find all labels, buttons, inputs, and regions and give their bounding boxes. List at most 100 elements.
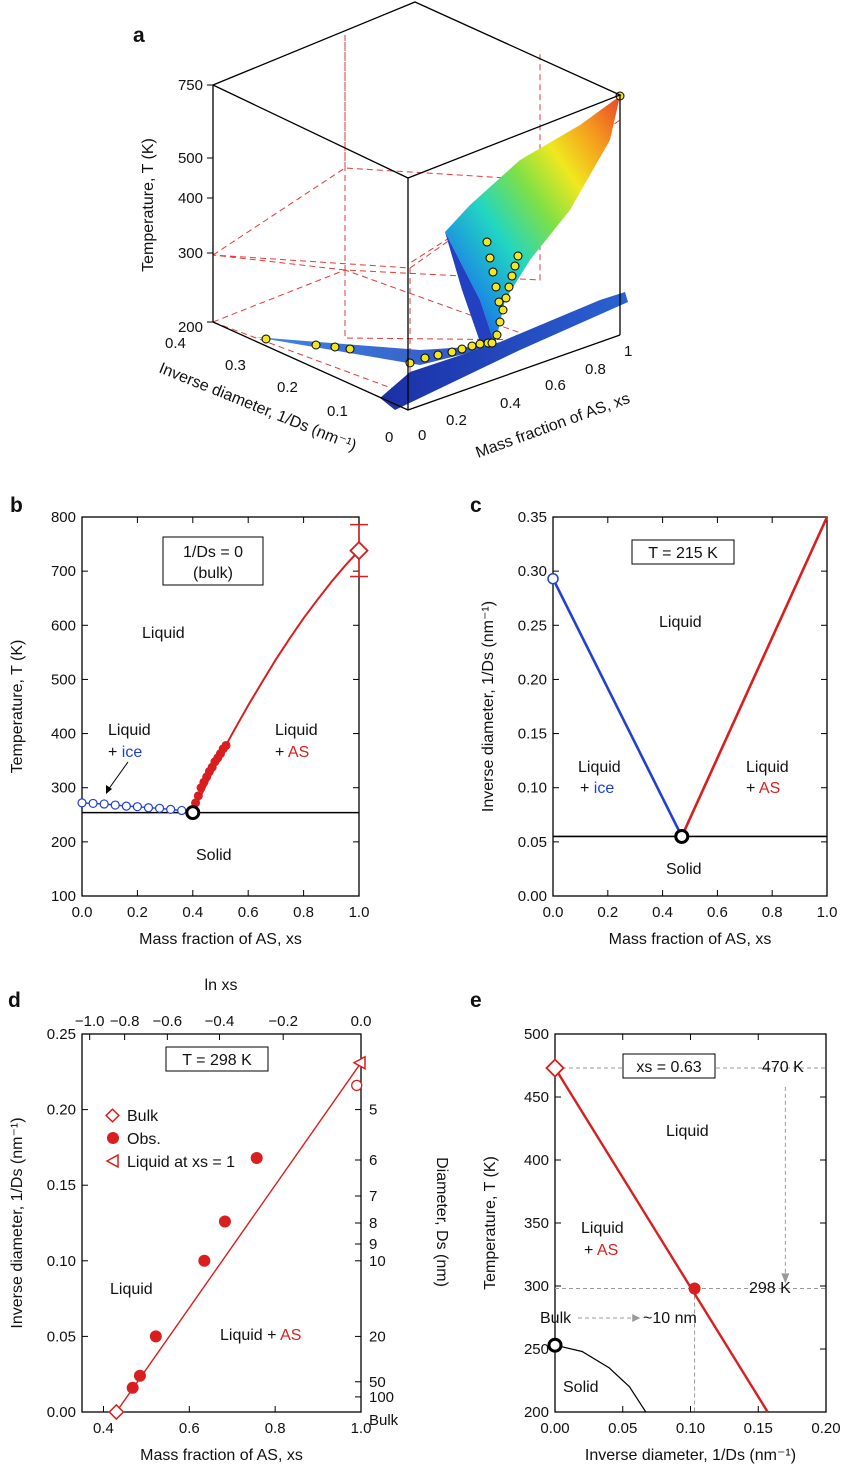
- legend-bulk-marker: [105, 1108, 120, 1123]
- region-liquid-as-d: Liquid + AS: [220, 1327, 301, 1344]
- e-xtick-label: 0.15: [744, 1420, 773, 1437]
- region-liquid-ice-b: Liquid: [108, 722, 151, 739]
- obs-point-d: [149, 1330, 162, 1343]
- open-circle-d: [351, 1079, 363, 1092]
- liquid-point-d: [352, 1055, 366, 1070]
- d-toptick-label: −0.8: [110, 1013, 140, 1030]
- region-liquid-as-b: Liquid: [275, 722, 318, 739]
- region-liquid-b: Liquid: [142, 625, 185, 642]
- region-liquid-as-c: Liquid: [746, 759, 789, 776]
- as-surface-shadow: [445, 232, 495, 345]
- panel-a: a: [133, 1, 632, 462]
- d-righttick-label: 8: [369, 1215, 377, 1232]
- c-ytick-label: 0.25: [518, 617, 547, 634]
- axes-c: 0.0 0.2 0.4 0.6 0.8 1.0 0.00 0.05 0.10 0.15 0.20 0.…: [480, 509, 837, 948]
- surface-point: [494, 297, 504, 307]
- legend-obs-marker: [107, 1132, 119, 1144]
- d-ytick-label: 0.25: [47, 1026, 76, 1043]
- region-liquid-c: Liquid: [659, 614, 702, 631]
- e-ytick-label: 300: [524, 1278, 549, 1295]
- d-righttick-label: 7: [369, 1188, 377, 1205]
- e-ylabel: Temperature, T (K): [482, 1156, 499, 1290]
- obs-point-d: [126, 1381, 139, 1394]
- bulk-diamond-b: [349, 540, 369, 561]
- panel-d: d 0.4 0.6 0.8 1.00.000.050.100.150.200.25−1…: [8, 977, 450, 1464]
- b-ytick-label: 800: [51, 509, 76, 526]
- d-xtick-label: 0.4: [93, 1420, 114, 1437]
- region-liquid-d: Liquid: [110, 1281, 153, 1298]
- obs-point-d: [218, 1215, 231, 1228]
- eutectic-point-c: [674, 828, 690, 844]
- b-ylabel: Temperature, T (K): [9, 640, 26, 774]
- legend-liquid: Liquid at xs = 1: [127, 1154, 235, 1171]
- surface-point: [513, 251, 523, 261]
- e-xlabel: Inverse diameter, 1/Ds (nm⁻¹): [585, 1447, 796, 1464]
- z-tick-400: 400: [178, 190, 203, 207]
- b-ytick-label: 400: [51, 726, 76, 743]
- ice-point-b: [77, 798, 87, 808]
- plot-e: [545, 1058, 826, 1413]
- surface-point: [492, 330, 502, 340]
- e-xtick-label: 0.20: [811, 1420, 840, 1437]
- bulk-diamond-e: [545, 1058, 565, 1078]
- arrowhead-down-e: [781, 1273, 790, 1284]
- annot-470: 470 K: [762, 1059, 804, 1076]
- axes-b: 0.0 0.2 0.4 0.6 0.8 1.0 100 200 300 400 500 600 700 8…: [9, 509, 369, 948]
- plus-as-b: +: [275, 744, 288, 761]
- surface-point: [433, 350, 443, 360]
- inv-tick-0.2: 0.2: [277, 379, 298, 396]
- fit-line-d: [115, 1062, 362, 1413]
- b-xtick-label: 1.0: [349, 904, 370, 921]
- panel-label-b: b: [10, 494, 23, 517]
- liquid-plus-d: Liquid +: [220, 1327, 280, 1344]
- d-ytick-label: 0.15: [47, 1177, 76, 1194]
- as-point-b: [193, 791, 203, 801]
- obs-point-d: [250, 1151, 263, 1164]
- d-toptick-label: −1.0: [75, 1013, 105, 1030]
- ice-point-b: [132, 802, 142, 812]
- plot-c: [547, 516, 829, 844]
- e-ytick-label: 400: [524, 1152, 549, 1169]
- z-tick-500: 500: [178, 150, 203, 167]
- surface-point: [507, 271, 517, 281]
- plot-b: [77, 523, 369, 821]
- inv-tick-0: 0: [385, 429, 393, 446]
- surface-point: [501, 293, 511, 303]
- obs-point-d: [198, 1254, 211, 1267]
- surface-point: [510, 261, 520, 271]
- d-ytick-label: 0.10: [47, 1253, 76, 1270]
- e-xtick-label: 0.05: [608, 1420, 637, 1437]
- info-box-e: [622, 1053, 716, 1079]
- d-righttick-label: 9: [369, 1236, 377, 1253]
- panel-label-a: a: [133, 24, 145, 47]
- surface-point: [485, 253, 495, 263]
- surface-point: [457, 344, 467, 354]
- panel-b: b 0.0 0.2 0.4 0.6 0.8 1.0 100 200 300 400 500 600 70…: [9, 494, 369, 948]
- b-xtick-label: 0.6: [238, 904, 259, 921]
- box-d: T = 298 K: [182, 1052, 252, 1069]
- info-box-b: [162, 536, 264, 586]
- d-righttick-label: 10: [369, 1253, 386, 1270]
- as-line-c: [680, 516, 829, 837]
- d-ytick-label: 0.20: [47, 1102, 76, 1119]
- d-righttick-label: 20: [369, 1328, 386, 1345]
- box-b-line1: 1/Ds = 0: [183, 544, 243, 561]
- d-righttick-label: 6: [369, 1152, 377, 1169]
- surface-point: [330, 342, 340, 352]
- floor-surface: [380, 292, 628, 410]
- info-box-d: [165, 1046, 269, 1072]
- box-e: xs = 0.63: [636, 1059, 701, 1076]
- x3d-tick-0.2: 0.2: [446, 412, 467, 429]
- region-ice-b: + ice: [108, 744, 142, 761]
- c-xtick-label: 1.0: [817, 904, 838, 921]
- obs-point-d: [133, 1369, 146, 1382]
- surface-point: [467, 341, 477, 351]
- c-xtick-label: 0.0: [543, 904, 564, 921]
- d-righttick-label: 5: [369, 1102, 377, 1119]
- d-xtick-label: 0.6: [179, 1420, 200, 1437]
- surface-point: [482, 237, 492, 247]
- info-box-c: [631, 539, 735, 565]
- annot-10nm: ~10 nm: [643, 1310, 697, 1327]
- x3d-tick-0.4: 0.4: [500, 395, 521, 412]
